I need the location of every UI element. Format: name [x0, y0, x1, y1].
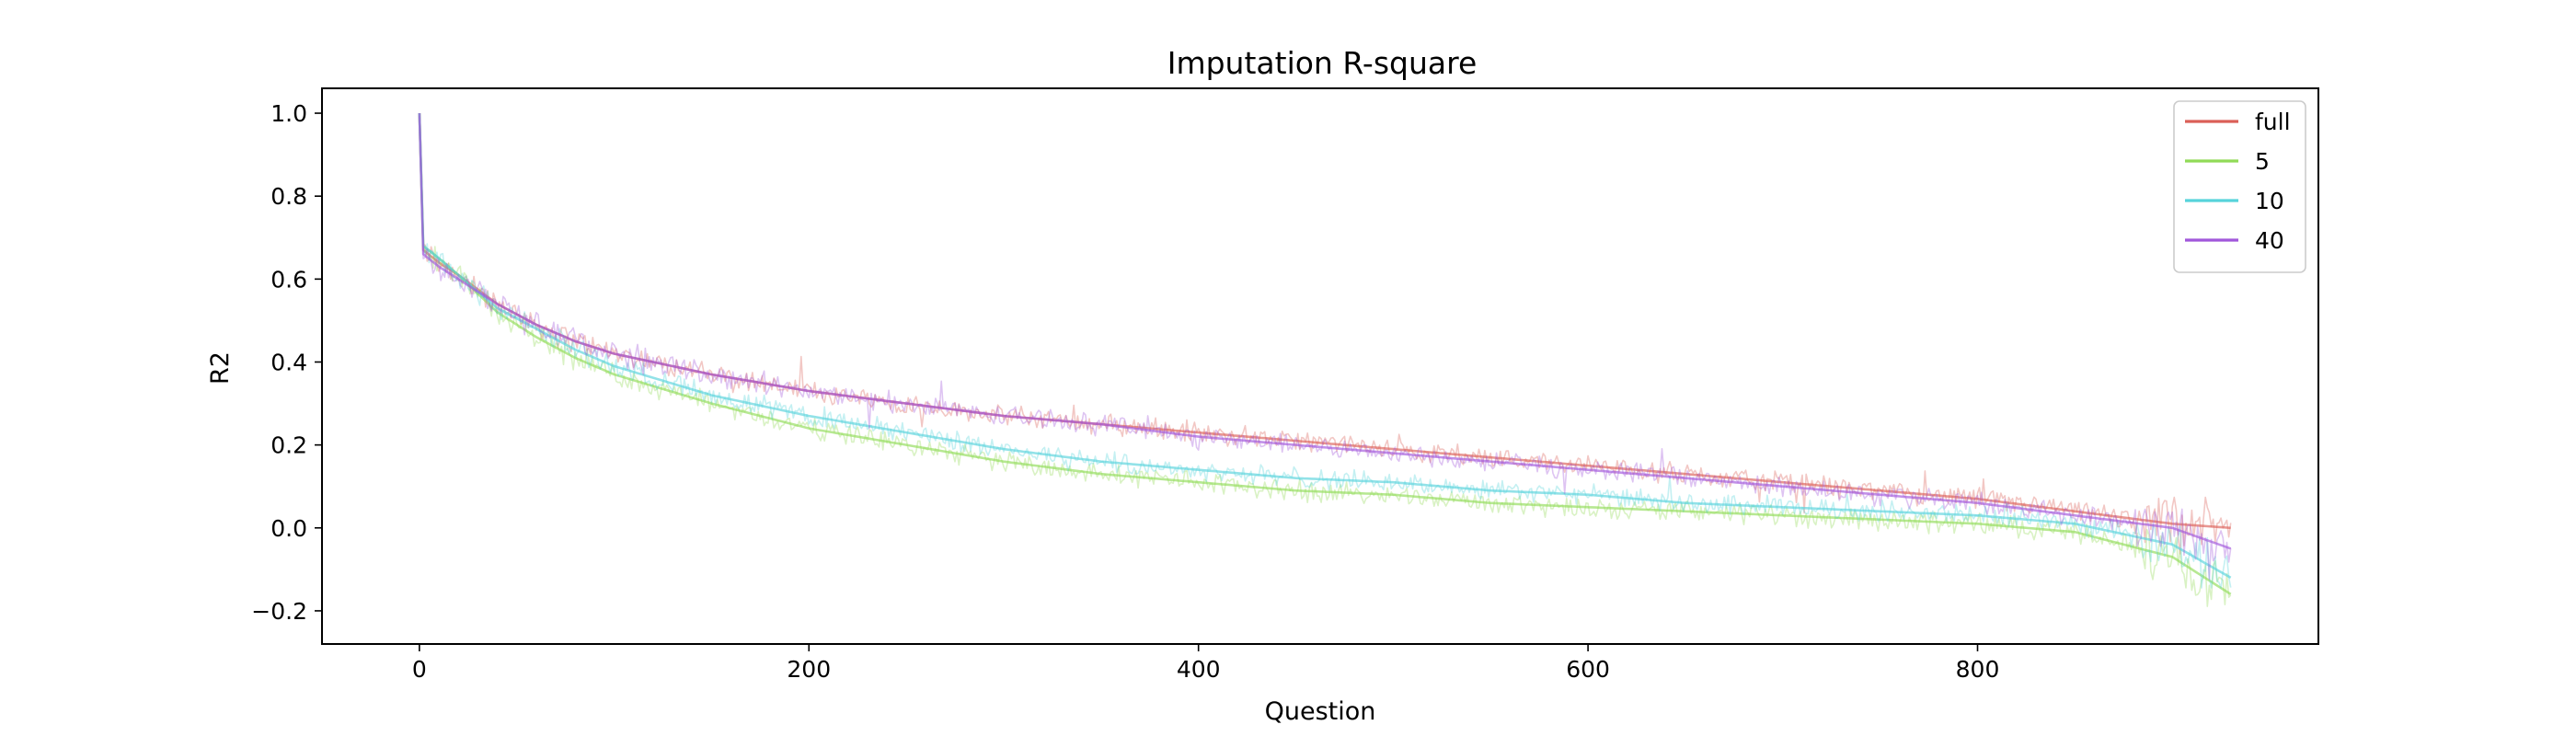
- y-tick-label: 1.0: [270, 100, 307, 127]
- series-band-40: [419, 115, 2232, 581]
- x-tick-label: 400: [1177, 656, 1221, 683]
- series-full: [418, 112, 2232, 555]
- x-tick-label: 200: [787, 656, 831, 683]
- y-tick-label: −0.2: [251, 598, 307, 625]
- y-axis-label: R2: [206, 351, 235, 385]
- axis-layer: 0 200 400 600 800 −0.2 0.0 0.2 0.4 0.6 0.8 1.0: [251, 100, 1999, 683]
- series-10: [418, 112, 2232, 589]
- series-line-full: [418, 112, 2231, 530]
- legend: full 5 10 40: [2173, 100, 2306, 273]
- series-5: [418, 112, 2232, 607]
- chart-title: Imputation R-square: [1167, 45, 1478, 81]
- y-tick-label: 0.2: [270, 432, 307, 459]
- x-tick-label: 0: [412, 656, 427, 683]
- legend-label-full: full: [2255, 109, 2291, 135]
- series-layer: [418, 112, 2232, 607]
- series-band-full: [419, 118, 2232, 555]
- series-band-10: [419, 113, 2232, 589]
- x-tick-label: 600: [1566, 656, 1610, 683]
- series-line-40: [418, 112, 2232, 550]
- legend-label-40: 40: [2255, 227, 2284, 254]
- x-axis-label: Question: [1265, 697, 1376, 726]
- series-band-5: [419, 119, 2232, 607]
- legend-box: [2173, 100, 2306, 273]
- series-line-5: [418, 112, 2232, 595]
- y-tick-label: 0.4: [270, 349, 307, 375]
- legend-label-5: 5: [2255, 148, 2270, 175]
- series-40: [418, 112, 2232, 581]
- y-tick-label: 0.0: [270, 515, 307, 542]
- series-line-10: [418, 112, 2232, 580]
- plot-frame: [321, 87, 2319, 645]
- x-tick-label: 800: [1956, 656, 2000, 683]
- y-tick-label: 0.6: [270, 266, 307, 293]
- y-tick-label: 0.8: [270, 183, 307, 210]
- legend-label-10: 10: [2255, 188, 2284, 214]
